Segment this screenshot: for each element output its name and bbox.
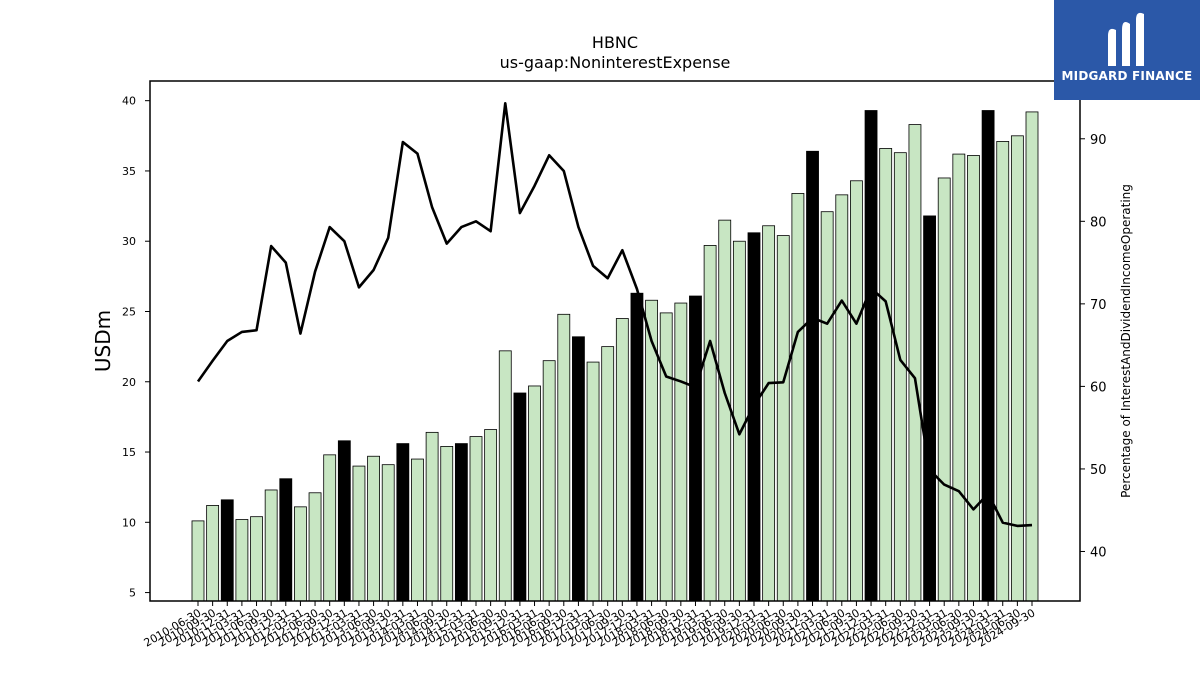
bar-2014-09-30 [440,446,454,602]
bar-2013-09-30 [381,464,395,602]
bar-2018-03-31 [645,299,658,602]
bar-2022-06-30 [893,152,907,602]
bar-2018-12-31 [689,295,702,602]
bar-2021-09-30 [850,180,863,602]
y-tick-label: 20 [122,376,136,389]
y2-axis-label: Percentage of InterestAndDividendIncomeO… [1119,184,1133,498]
bar-2021-03-31 [820,211,834,602]
bar-2012-09-30 [323,454,337,602]
bar-2019-03-31 [703,245,717,602]
bar-2023-03-31 [937,177,951,602]
ratio-line [196,101,1033,528]
bar-2020-03-31 [762,225,776,602]
y2-tick-label: 70 [1090,298,1107,313]
bar-2023-12-31 [981,110,995,602]
bar-2015-12-31 [513,392,527,602]
bar-2011-12-31 [279,478,293,602]
bar-2021-12-31 [864,110,878,602]
bar-2019-06-30 [718,219,732,602]
y-tick-label: 30 [122,235,136,248]
bar-2022-09-30 [908,124,922,602]
bar-2024-06-30 [1010,135,1024,602]
bar-2023-06-30 [952,153,966,602]
y-tick-label: 5 [129,587,136,600]
y-tick-label: 35 [122,165,136,178]
y-tick-label: 25 [122,305,136,318]
bar-2013-12-31 [396,443,410,602]
y2-tick-label: 90 [1090,133,1107,148]
y-tick-label: 15 [122,446,136,459]
left-axis-ticks: 5 10 15 20 25 30 35 40 [122,95,150,600]
bar-2012-03-31 [294,506,307,602]
bar-2022-12-31 [923,215,936,602]
right-axis-ticks: 40 50 60 70 80 90 [1080,133,1107,560]
bar-2022-03-31 [879,148,893,602]
bar-2012-06-30 [308,492,322,602]
bar-2010-06-30 [191,520,205,602]
bar-2023-09-30 [967,155,980,602]
y2-tick-label: 40 [1090,545,1107,560]
bar-2014-03-31 [411,458,424,602]
bar-2016-09-30 [557,313,571,602]
bar-2015-09-30 [498,350,512,602]
bar-2015-06-30 [484,429,498,602]
y2-tick-label: 80 [1090,215,1107,230]
bar-2017-06-30 [601,346,615,602]
bar-2024-03-31 [996,141,1010,602]
bar-2021-06-30 [835,194,849,602]
y2-tick-label: 50 [1090,463,1107,478]
chart-subtitle: us-gaap:NoninterestExpense [500,53,731,72]
bar-2010-09-30 [206,505,220,602]
y2-tick-label: 60 [1090,380,1107,395]
bar-2020-06-30 [776,235,790,602]
bar-2016-03-31 [528,385,541,602]
y-axis-label: USDm [91,310,115,372]
bar-2020-09-30 [791,193,805,602]
brand-logo: MIDGARD FINANCE [1054,0,1200,100]
bar-2015-03-31 [469,436,483,602]
logo-text: MIDGARD FINANCE [1061,69,1193,83]
chart-title: HBNC [592,33,638,52]
bar-2011-06-30 [250,516,263,602]
bar-2013-06-30 [367,455,380,602]
bar-2017-03-31 [586,361,600,602]
bar-2014-12-31 [454,443,468,602]
y-tick-label: 40 [122,95,136,108]
logo-mark-icon [1108,12,1144,66]
x-axis-ticks: 2010-06-302010-09-302010-12-312011-03-31… [142,601,1038,650]
bar-series [191,110,1039,602]
bar-2014-06-30 [425,431,439,602]
bar-2016-06-30 [542,360,556,602]
bar-2024-09-30 [1025,111,1039,602]
bar-2011-03-31 [235,519,249,602]
bar-2017-12-31 [630,292,644,602]
bar-2017-09-30 [615,318,629,602]
bar-2019-12-31 [747,232,761,602]
plot-frame [149,80,1081,602]
bar-2016-12-31 [572,336,585,602]
line-series [196,101,1033,528]
bar-2011-09-30 [264,489,278,602]
y-tick-label: 10 [122,516,136,529]
bar-2020-12-31 [806,150,819,602]
bar-2010-12-31 [220,499,234,602]
bar-2012-12-31 [337,440,351,602]
bar-2018-06-30 [659,312,673,602]
bar-2013-03-31 [352,465,366,602]
bar-2018-09-30 [674,302,688,602]
